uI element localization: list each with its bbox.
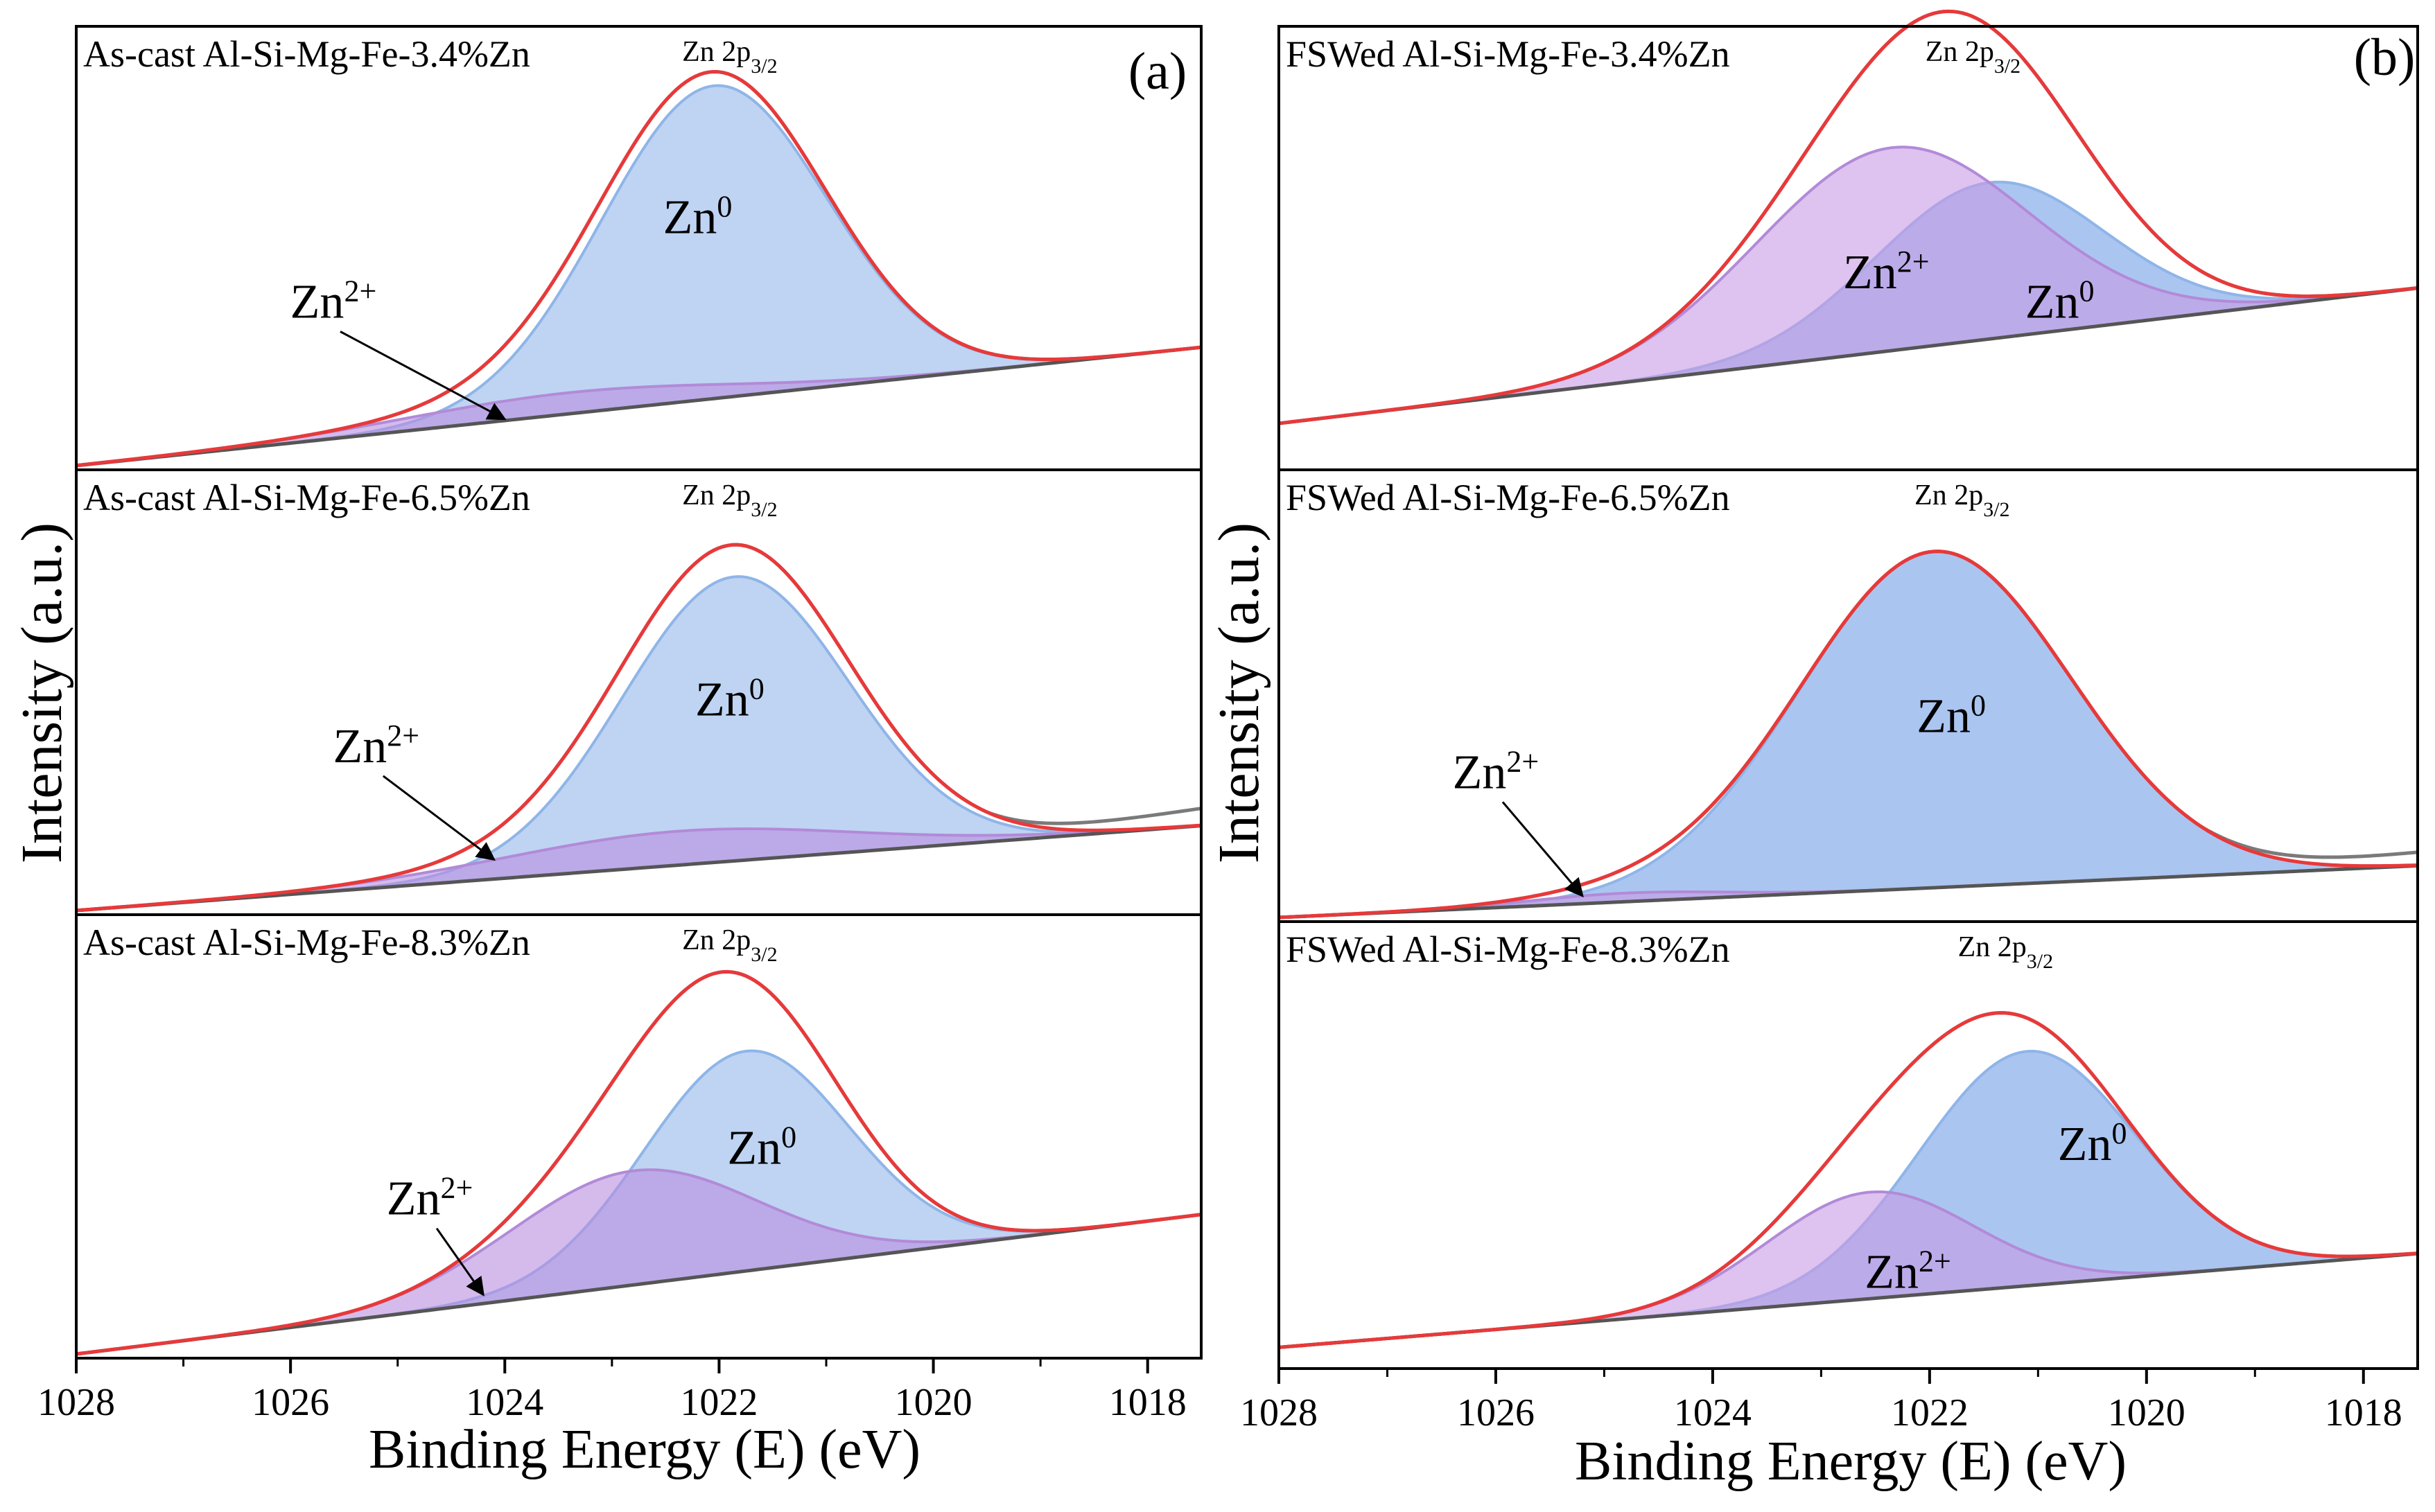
y-axis-title: Intensity (a.u.) (1207, 522, 1271, 863)
peak-label: Zn 2p3/2 (682, 36, 778, 78)
zn0-component-area (76, 85, 1201, 466)
x-tick-label: 1020 (895, 1381, 972, 1424)
sample-title: FSWed Al-Si-Mg-Fe-6.5%Zn (1286, 477, 1730, 518)
x-tick-label: 1018 (1109, 1381, 1187, 1424)
x-tick-label: 1028 (37, 1381, 115, 1424)
envelope-line (1278, 9, 2418, 425)
background-line (76, 824, 1202, 913)
zn2-component-area (76, 1170, 1201, 1354)
panel-letter: (a) (1128, 42, 1187, 100)
peak-label: Zn 2p3/2 (682, 924, 778, 966)
zn2-arrow (340, 331, 507, 421)
zn2-label: Zn2+ (387, 1170, 473, 1226)
envelope-line (76, 969, 1202, 1356)
x-axis: 1028 1026 1024 1022 1020 1018 Binding Energy (… (1240, 1369, 2402, 1492)
panel-letter: (b) (2354, 28, 2416, 87)
x-tick-label: 1022 (1891, 1391, 1969, 1434)
y-axis-title: Intensity (a.u.) (10, 522, 74, 863)
x-tick-label: 1024 (1674, 1391, 1752, 1434)
subplot-frame (75, 913, 1203, 1360)
zn2-label: Zn2+ (1453, 744, 1539, 800)
background-line (76, 345, 1202, 468)
sample-title: FSWed Al-Si-Mg-Fe-8.3%Zn (1286, 929, 1730, 970)
x-tick-label: 1022 (680, 1381, 758, 1424)
subplot-3: As-cast Al-Si-Mg-Fe-8.3%Zn Zn 2p3/2Zn0Zn2… (75, 913, 1203, 1360)
sample-title: As-cast Al-Si-Mg-Fe-6.5%Zn (83, 477, 530, 518)
x-tick-label: 1020 (2108, 1391, 2185, 1434)
peak-label: Zn 2p3/2 (1914, 480, 2010, 521)
subplot-2: As-cast Al-Si-Mg-Fe-6.5%Zn Zn 2p3/2Zn0Zn2… (75, 468, 1203, 916)
sample-title: As-cast Al-Si-Mg-Fe-8.3%Zn (83, 922, 530, 963)
zn2-label: Zn2+ (333, 718, 420, 773)
x-axis-title: Binding Energy (E) (eV) (369, 1419, 920, 1480)
panel-b: FSWed Al-Si-Mg-Fe-3.4%Zn Zn 2p3/2Zn0Zn2+F… (1207, 9, 2419, 1492)
x-tick-label: 1026 (1457, 1391, 1535, 1434)
x-tick-label: 1028 (1240, 1391, 1318, 1434)
zn0-component-area (1279, 551, 2418, 917)
zn2-component-area (1279, 1191, 2418, 1348)
zn2-arrow (1501, 801, 1584, 897)
zn2-component-area (1279, 147, 2418, 423)
x-tick-label: 1026 (252, 1381, 329, 1424)
peak-label: Zn 2p3/2 (682, 480, 778, 521)
envelope-line (1278, 1011, 2418, 1349)
envelope-line (1278, 550, 2418, 920)
x-tick-label: 1018 (2325, 1391, 2402, 1434)
background-line (1278, 863, 2418, 920)
envelope-line (76, 543, 1202, 913)
x-tick-label: 1024 (466, 1381, 543, 1424)
sample-title: FSWed Al-Si-Mg-Fe-3.4%Zn (1286, 33, 1730, 75)
zn2-arrow (435, 1227, 485, 1296)
zn0-component-area (76, 577, 1201, 911)
panel-a: As-cast Al-Si-Mg-Fe-3.4%Zn Zn 2p3/2Zn0Zn2… (10, 25, 1203, 1480)
x-axis-title: Binding Energy (E) (eV) (1575, 1431, 2127, 1492)
peak-label: Zn 2p3/2 (1958, 931, 2054, 973)
subplot-1: As-cast Al-Si-Mg-Fe-3.4%Zn Zn 2p3/2Zn0Zn2… (75, 25, 1203, 471)
x-axis: 1028 1026 1024 1022 1020 1018 Binding Energy (… (37, 1358, 1187, 1480)
zn2-label: Zn2+ (290, 274, 377, 329)
subplot-frame (1277, 920, 2419, 1370)
envelope-line (76, 69, 1202, 468)
sample-title: As-cast Al-Si-Mg-Fe-3.4%Zn (83, 33, 530, 75)
zn2-arrow (382, 775, 496, 861)
